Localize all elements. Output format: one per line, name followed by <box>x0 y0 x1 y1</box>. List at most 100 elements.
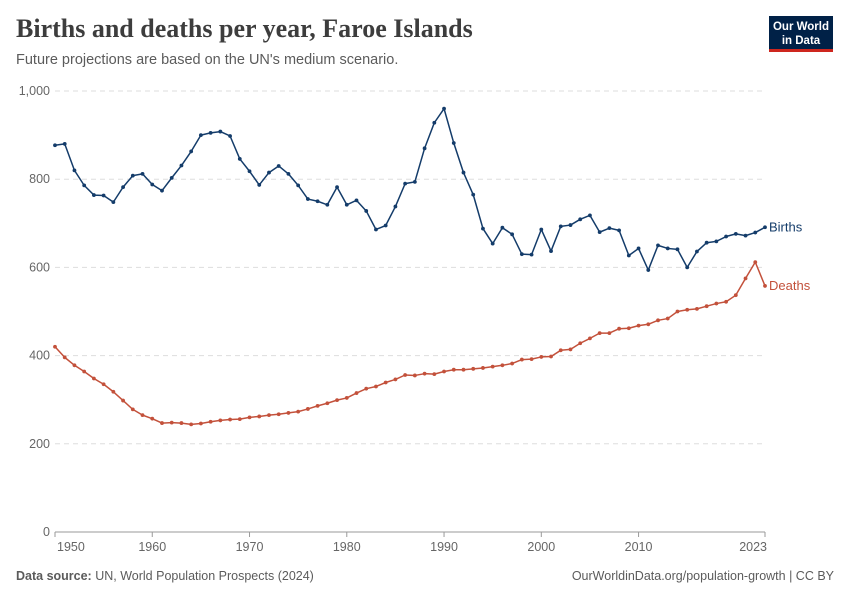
deaths-point-1964 <box>189 422 194 427</box>
births-point-1993 <box>471 192 476 197</box>
deaths-point-1991 <box>451 367 456 372</box>
deaths-point-1963 <box>179 421 184 425</box>
births-point-1973 <box>276 164 281 168</box>
deaths-point-2007 <box>607 331 612 336</box>
deaths-point-1994 <box>481 366 485 370</box>
deaths-point-2006 <box>597 331 602 336</box>
births-point-1976 <box>305 197 310 201</box>
deaths-point-2002 <box>558 348 563 353</box>
births-point-2007 <box>607 226 612 231</box>
deaths-series-label: Deaths <box>769 278 811 293</box>
births-point-2000 <box>539 227 544 232</box>
logo-line-1: Our World <box>772 21 829 33</box>
births-point-1981 <box>354 198 359 203</box>
births-point-2013 <box>665 246 670 251</box>
births-point-2019 <box>724 234 728 239</box>
births-point-1966 <box>208 130 213 135</box>
grid-lines <box>55 90 765 445</box>
births-point-1994 <box>481 226 485 231</box>
series-labels: Births Deaths <box>769 219 811 293</box>
births-point-1972 <box>267 170 271 175</box>
deaths-point-1984 <box>383 380 388 385</box>
deaths-point-2018 <box>714 301 719 306</box>
deaths-point-1952 <box>72 363 77 368</box>
deaths-point-1972 <box>267 413 271 418</box>
births-point-1996 <box>500 225 505 230</box>
logo-line-2: in Data <box>781 35 821 47</box>
births-point-2015 <box>685 265 690 270</box>
births-point-1982 <box>364 209 369 213</box>
births-point-1955 <box>101 193 106 198</box>
y-tick-label-200: 200 <box>29 437 50 451</box>
births-point-1998 <box>519 252 524 257</box>
deaths-point-1989 <box>432 372 437 377</box>
data-source-text: UN, World Population Prospects (2024) <box>95 569 314 583</box>
births-point-1977 <box>315 199 320 204</box>
deaths-point-1974 <box>286 411 291 415</box>
births-point-1991 <box>451 141 456 145</box>
deaths-point-1990 <box>442 369 446 374</box>
deaths-point-2012 <box>656 318 660 323</box>
births-point-2008 <box>617 228 622 233</box>
deaths-point-1992 <box>461 367 466 372</box>
chart-title: Births and deaths per year, Faroe Island… <box>16 14 473 43</box>
births-point-1951 <box>62 142 67 146</box>
births-point-1995 <box>490 241 495 246</box>
x-tick-label-1990: 1990 <box>430 540 458 554</box>
births-point-2022 <box>753 230 758 235</box>
births-point-1950 <box>53 143 57 148</box>
births-point-2004 <box>578 217 583 222</box>
births-point-1987 <box>412 179 417 184</box>
births-point-2009 <box>626 253 631 258</box>
y-tick-label-800: 800 <box>29 172 50 186</box>
y-axis-ticks: 0 200 400 600 800 1,000 <box>19 84 50 539</box>
births-point-2017 <box>704 240 709 245</box>
deaths-point-2019 <box>724 299 728 304</box>
deaths-point-1969 <box>237 417 242 422</box>
deaths-point-1977 <box>315 403 320 408</box>
births-point-1984 <box>383 223 388 228</box>
deaths-point-2023 <box>763 284 767 288</box>
births-point-2014 <box>675 247 680 252</box>
deaths-point-2005 <box>588 336 592 341</box>
births-point-1990 <box>442 106 446 111</box>
deaths-point-2000 <box>539 355 544 359</box>
deaths-point-2021 <box>743 276 748 281</box>
births-point-1999 <box>529 252 534 257</box>
deaths-point-1966 <box>208 419 213 424</box>
births-point-1971 <box>257 183 262 187</box>
deaths-point-1973 <box>276 412 281 417</box>
owid-logo[interactable]: Our World in Data <box>769 16 833 52</box>
series-births <box>53 106 767 272</box>
births-point-1952 <box>72 168 77 173</box>
chart-subtitle: Future projections are based on the UN's… <box>16 52 399 68</box>
footer-link[interactable]: OurWorldinData.org/population-growth | C… <box>572 569 834 583</box>
births-point-1957 <box>121 185 125 190</box>
deaths-point-1988 <box>422 371 427 376</box>
deaths-point-1986 <box>403 373 408 377</box>
deaths-point-1985 <box>393 377 398 382</box>
deaths-point-2014 <box>675 309 680 314</box>
deaths-point-1953 <box>82 369 87 374</box>
births-point-2012 <box>656 243 660 248</box>
births-point-1974 <box>286 172 291 176</box>
deaths-point-1962 <box>169 420 174 425</box>
deaths-point-1979 <box>335 398 339 403</box>
deaths-point-2010 <box>636 323 641 328</box>
births-point-1983 <box>374 227 378 232</box>
deaths-point-1957 <box>121 398 125 403</box>
births-point-1970 <box>247 169 252 174</box>
data-source: Data source: UN, World Population Prospe… <box>16 569 314 583</box>
births-point-1953 <box>82 183 87 188</box>
deaths-point-1982 <box>364 386 369 391</box>
births-point-2006 <box>597 230 602 235</box>
deaths-point-1993 <box>471 366 476 371</box>
deaths-point-2016 <box>695 306 699 311</box>
x-tick-label-2023: 2023 <box>739 540 767 554</box>
births-point-1962 <box>169 175 174 180</box>
births-point-1956 <box>111 200 116 205</box>
owid-url-link[interactable]: OurWorldinData.org/population-growth | C… <box>571 569 834 583</box>
births-point-1959 <box>140 172 145 176</box>
deaths-point-1978 <box>325 401 330 406</box>
deaths-point-1995 <box>490 364 495 369</box>
